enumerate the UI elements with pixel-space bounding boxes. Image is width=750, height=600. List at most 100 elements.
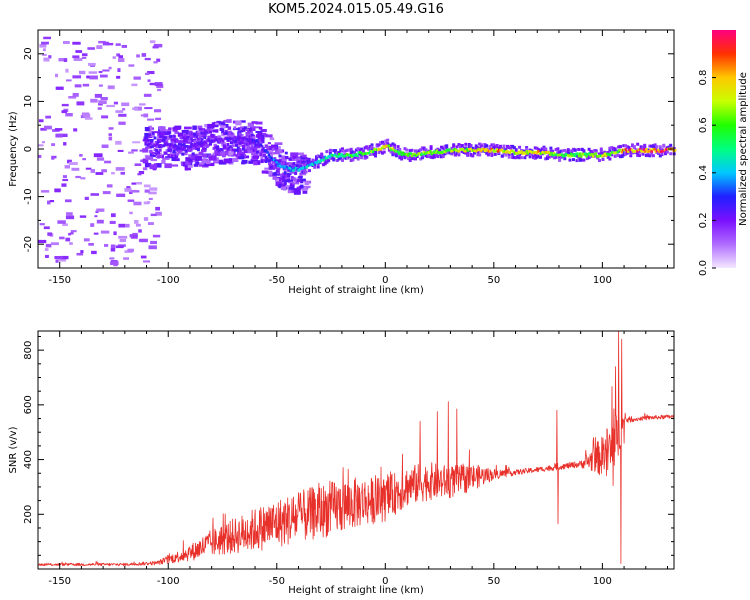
colorbar-tick-label: 0.4: [698, 165, 709, 181]
spectrogram-cell: [276, 171, 280, 175]
spectrogram-cell: [264, 144, 268, 148]
spectrogram-cell: [502, 150, 505, 154]
spectrogram-cell: [143, 201, 150, 205]
spectrogram-cell: [530, 151, 534, 154]
spectrogram-cell: [472, 149, 475, 152]
spectrogram-cell: [158, 148, 162, 152]
spectrogram-cell: [426, 150, 429, 154]
spectrogram-cell: [655, 149, 659, 153]
spectrogram-cell: [436, 155, 440, 158]
spectrogram-x-ticks: -150 -100 -50 0 50 100: [37, 30, 668, 286]
spectrogram-cell: [150, 145, 153, 148]
spectrogram-cell: [235, 138, 238, 141]
spectrogram-cell: [661, 149, 664, 153]
spectrogram-cell: [382, 150, 386, 154]
spectrogram-cell: [174, 139, 178, 143]
spectrogram-cell: [451, 149, 454, 153]
spectrogram-cell: [651, 144, 655, 148]
spectrogram-cell: [283, 173, 287, 177]
spectrogram-cell: [624, 148, 627, 151]
spectrogram-cell: [332, 154, 336, 157]
spectrogram-cell: [608, 153, 612, 157]
spectrogram-cell: [443, 152, 447, 156]
spectrogram-cell: [188, 149, 192, 152]
spectrogram-cell: [363, 154, 367, 157]
spectrogram-cell: [509, 147, 513, 150]
spectrogram-cell: [142, 167, 148, 171]
spectrogram-cell: [408, 159, 412, 162]
spectrogram-cell: [142, 148, 149, 153]
spectrogram-cell: [264, 160, 268, 163]
spectrogram-cell: [646, 150, 649, 153]
spectrogram-cell: [90, 98, 98, 103]
spectrogram-cell: [200, 134, 207, 138]
spectrogram-cell: [611, 151, 614, 154]
spectrogram-cell: [382, 145, 385, 148]
spectrogram-cell: [190, 143, 194, 146]
spectrogram-cell: [566, 148, 570, 152]
spectrogram-cell: [286, 172, 292, 176]
spectrogram-cell: [146, 143, 149, 147]
spectrogram-cell: [634, 149, 638, 153]
spectrogram-cell: [339, 156, 343, 160]
spectrogram-cell: [412, 152, 415, 156]
spectrogram-cell: [221, 130, 225, 133]
spectrogram-cell: [370, 145, 374, 149]
spectrogram-cell: [181, 143, 185, 147]
spectrogram-cell: [450, 149, 453, 153]
spectrogram-cell: [261, 139, 265, 143]
spectrogram-cell: [601, 152, 605, 156]
spectrogram-cell: [509, 149, 513, 152]
snr-line: [37, 330, 675, 567]
spectrogram-cell: [658, 150, 661, 153]
spectrogram-cell: [192, 159, 199, 163]
spectrogram-cell: [304, 181, 310, 185]
spectrogram-cell: [393, 143, 397, 147]
spectrogram-cell: [213, 143, 217, 148]
spectrogram-cell: [452, 150, 456, 154]
spectrogram-cell: [229, 145, 233, 149]
spectrogram-cell: [82, 158, 86, 161]
spectrogram-cell: [283, 166, 286, 170]
y-tick-label: 400: [23, 450, 34, 469]
spectrogram-cell: [650, 152, 654, 156]
spectrogram-cell: [473, 151, 476, 155]
spectrogram-cell: [493, 152, 497, 156]
spectrogram-cell: [438, 149, 442, 153]
spectrogram-cell: [228, 136, 231, 140]
spectrogram-cell: [558, 158, 562, 162]
spectrogram-cell: [662, 143, 666, 147]
spectrogram-cell: [576, 152, 579, 155]
spectrogram-cell: [241, 136, 244, 140]
spectrogram-cell: [570, 149, 574, 153]
spectrogram-cell: [405, 154, 409, 158]
spectrogram-cell: [433, 150, 436, 153]
spectrogram-cell: [629, 154, 633, 158]
spectrogram-cell: [503, 149, 506, 153]
spectrogram-cell: [148, 133, 152, 137]
spectrogram-cell: [533, 156, 537, 160]
spectrogram-cell: [75, 175, 81, 179]
spectrogram-cell: [325, 156, 328, 160]
spectrogram-cell: [551, 153, 554, 157]
spectrogram-cell: [289, 182, 295, 188]
spectrogram-cell: [193, 143, 196, 146]
spectrogram-cell: [215, 122, 222, 125]
spectrogram-cell: [132, 107, 138, 110]
spectrogram-cell: [450, 152, 454, 156]
spectrogram-cell: [172, 145, 175, 148]
spectrogram-cell: [525, 150, 528, 153]
spectrogram-cell: [156, 58, 161, 62]
spectrogram-cell: [518, 156, 522, 160]
spectrogram-cell: [156, 163, 162, 168]
spectrogram-cell: [237, 151, 245, 156]
spectrogram-cell: [295, 159, 299, 163]
x-tick-label: -50: [269, 576, 285, 587]
spectrogram-cell: [627, 146, 631, 150]
spectrogram-cell: [133, 201, 142, 206]
spectrogram-cell: [512, 146, 516, 150]
spectrogram-cell: [217, 149, 221, 153]
spectrogram-cell: [289, 171, 298, 174]
spectrogram-cell: [290, 176, 294, 179]
spectrogram-cell: [581, 152, 584, 156]
